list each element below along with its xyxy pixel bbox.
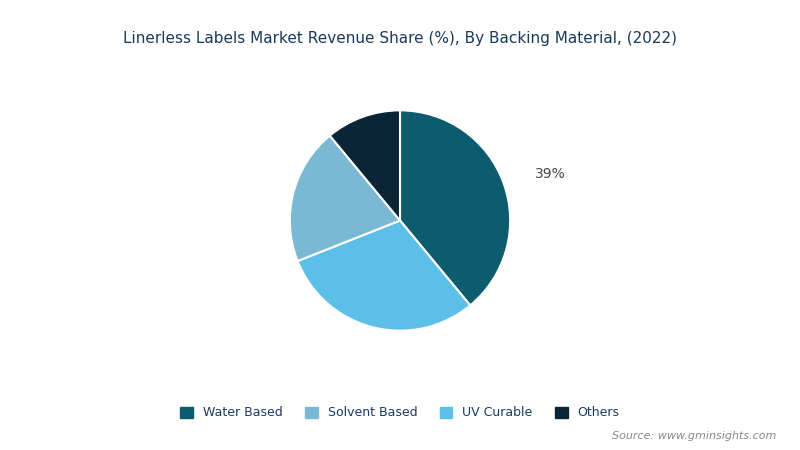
Text: 39%: 39% xyxy=(534,167,566,181)
Legend: Water Based, Solvent Based, UV Curable, Others: Water Based, Solvent Based, UV Curable, … xyxy=(174,400,626,426)
Wedge shape xyxy=(330,110,400,220)
Wedge shape xyxy=(290,135,400,261)
Text: Source: www.gminsights.com: Source: www.gminsights.com xyxy=(612,431,776,441)
Wedge shape xyxy=(298,220,470,331)
Text: Linerless Labels Market Revenue Share (%), By Backing Material, (2022): Linerless Labels Market Revenue Share (%… xyxy=(123,32,677,46)
Wedge shape xyxy=(400,110,510,306)
